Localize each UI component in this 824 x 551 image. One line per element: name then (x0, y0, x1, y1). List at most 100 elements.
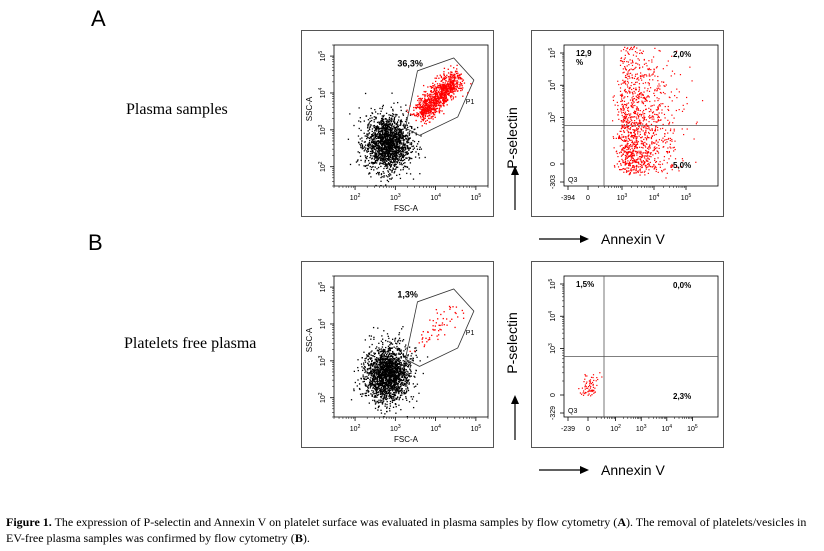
quadrant-event-dot (642, 130, 644, 132)
quadrant-event-dot (648, 132, 650, 135)
quadrant-event-dot (641, 140, 643, 143)
gated-event-dot (443, 83, 445, 86)
event-dot (404, 149, 406, 151)
gated-event-dot (436, 86, 439, 89)
event-dot (378, 121, 380, 123)
event-dot (379, 159, 382, 162)
event-dot (407, 132, 409, 134)
quadrant-event-dot (613, 95, 615, 97)
plot-axes-box (333, 44, 489, 187)
gated-event-dot (436, 75, 438, 77)
quadrant-event-dot (669, 129, 672, 132)
gated-event-dot (434, 111, 436, 114)
event-dot (388, 397, 390, 399)
quadrant-event-dot (637, 170, 639, 173)
event-dot (405, 145, 407, 147)
quadrant-event-dot (637, 114, 639, 117)
gated-event-dot (423, 90, 425, 93)
quadrant-event-dot (642, 160, 644, 162)
quadrant-event-dot (674, 95, 676, 97)
event-dot (416, 400, 418, 402)
quadrant-event-dot (683, 108, 685, 110)
event-dot (391, 139, 393, 141)
quadrant-event-dot (667, 108, 669, 111)
event-dot (370, 137, 372, 139)
quadrant-event-dot (625, 91, 627, 93)
event-dot (360, 146, 362, 149)
quadrant-event-dot (626, 126, 629, 128)
event-dot (384, 153, 386, 155)
event-dot (350, 399, 353, 401)
quadrant-event-dot (661, 81, 663, 83)
event-dot (393, 125, 395, 127)
quadrant-event-dot (647, 88, 649, 90)
event-dot (374, 134, 376, 136)
event-dot (371, 158, 373, 160)
event-dot (407, 354, 409, 356)
event-dot (383, 390, 385, 392)
event-dot (392, 370, 395, 372)
quadrant-event-dot (627, 106, 630, 109)
gated-event-dot (461, 89, 463, 91)
quadrant-event-dot (648, 73, 650, 75)
quadrant-event-dot (666, 172, 668, 174)
event-dot (393, 145, 395, 147)
gated-event-dot (420, 120, 422, 123)
event-dot (371, 389, 373, 392)
event-dot (389, 385, 392, 387)
event-dot (379, 131, 382, 133)
quadrant-event-dot (639, 156, 641, 158)
gated-event-dot (432, 82, 434, 85)
event-dot (398, 357, 400, 359)
event-dot (400, 134, 402, 136)
gated-event-dot (442, 83, 445, 86)
quadrant-event-dot (644, 98, 647, 101)
event-dot (387, 155, 390, 158)
quadrant-event-dot (627, 130, 629, 133)
event-dot (402, 148, 404, 150)
event-dot (383, 127, 385, 130)
quadrant-event-dot (652, 73, 654, 75)
event-dot (367, 374, 370, 376)
event-dot (376, 153, 378, 156)
event-dot (392, 110, 394, 112)
quadrant-event-dot (616, 108, 619, 111)
gated-event-dot (424, 91, 426, 93)
quadrant-event-dot (626, 122, 628, 124)
event-dot (370, 168, 373, 171)
event-dot (366, 164, 368, 167)
gated-event-dot (452, 77, 454, 79)
event-dot (419, 360, 421, 362)
event-dot (375, 117, 377, 119)
quadrant-event-dot (630, 123, 632, 126)
quadrant-event-dot (622, 105, 624, 108)
event-dot (390, 146, 392, 148)
quadrant-event-dot (655, 152, 657, 155)
event-dot (385, 374, 387, 376)
event-dot (393, 122, 396, 124)
gated-event-dot (431, 104, 433, 106)
event-dot (378, 363, 381, 365)
event-dot (405, 119, 408, 121)
quadrant-event-dot (630, 46, 632, 49)
gated-event-dot (439, 95, 441, 98)
quadrant-event-dot (681, 110, 684, 112)
event-dot (380, 340, 383, 342)
quadrant-event-dot (649, 161, 651, 164)
event-dot (391, 128, 393, 130)
quadrant-event-dot (647, 95, 649, 98)
event-dot (392, 141, 394, 144)
event-dot (376, 152, 378, 154)
event-dot (374, 383, 376, 385)
quadrant-event-dot (667, 105, 669, 108)
event-dot (409, 125, 411, 128)
event-dot (379, 113, 382, 115)
event-dot (394, 136, 396, 138)
plot-a-scatter-gate: 102 103 104 105 102 103 104 105 FSC-A SSC-A 36,3% P… (301, 30, 494, 217)
gated-event-dot (436, 100, 438, 102)
quadrant-event-dot (633, 154, 636, 156)
event-dot (391, 129, 393, 131)
quadrant-event-dot (652, 132, 654, 135)
event-dot (378, 154, 380, 156)
gated-event-dot (431, 86, 434, 89)
